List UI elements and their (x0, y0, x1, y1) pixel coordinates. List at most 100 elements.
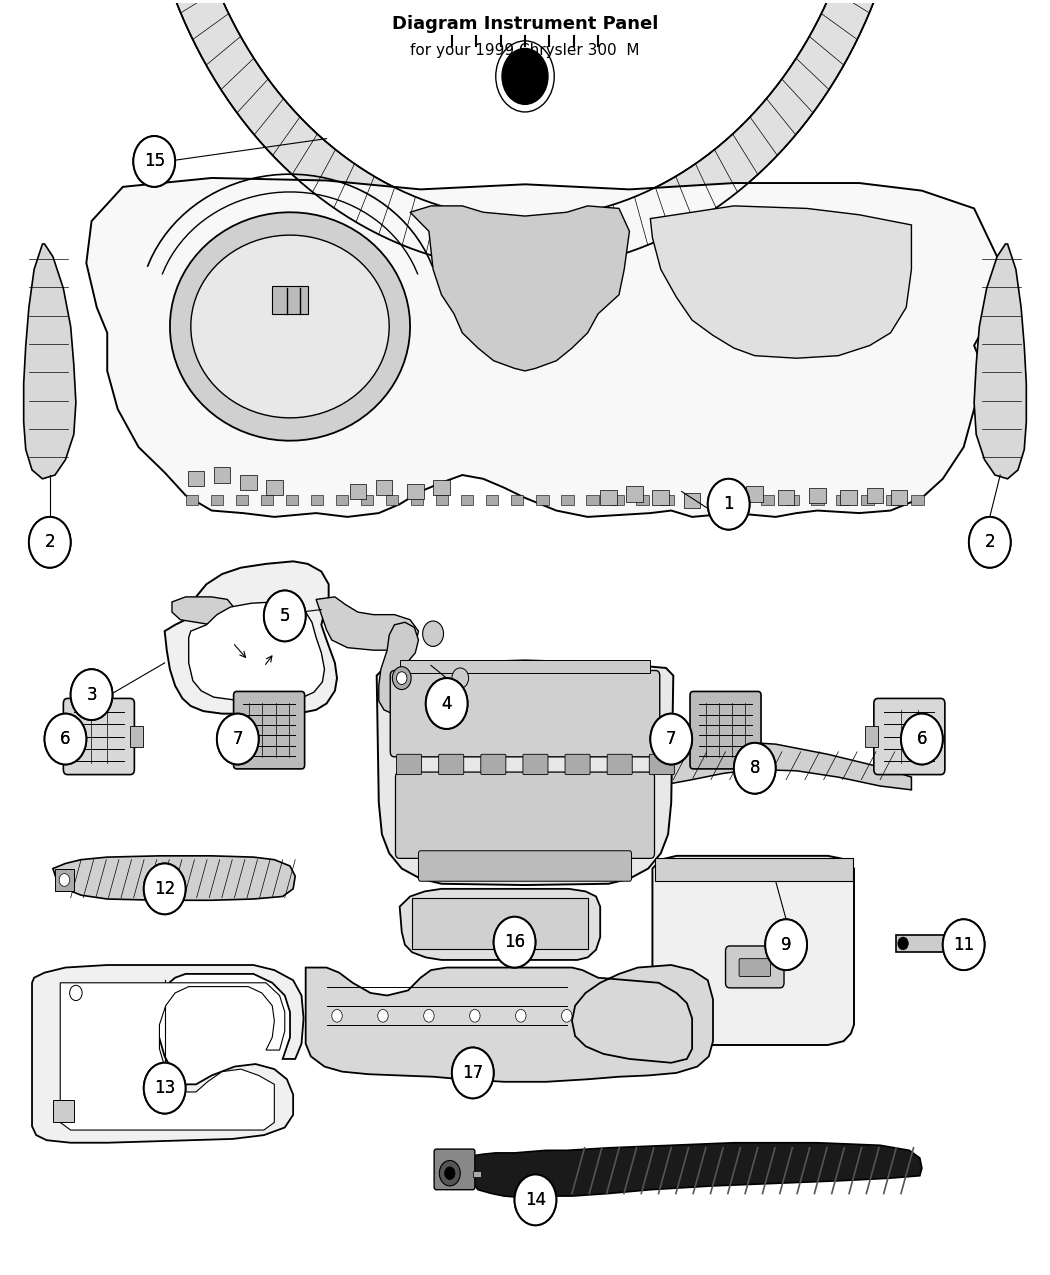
Circle shape (426, 678, 467, 729)
Polygon shape (191, 235, 390, 418)
Circle shape (901, 714, 943, 765)
Circle shape (332, 1010, 342, 1023)
Polygon shape (470, 1142, 922, 1198)
Text: 17: 17 (462, 1063, 483, 1082)
FancyBboxPatch shape (778, 491, 795, 505)
FancyBboxPatch shape (866, 488, 883, 502)
Text: 3: 3 (86, 686, 97, 704)
FancyBboxPatch shape (266, 481, 282, 495)
FancyBboxPatch shape (391, 671, 659, 757)
Circle shape (452, 1048, 494, 1098)
Circle shape (452, 668, 468, 688)
Circle shape (650, 714, 692, 765)
FancyBboxPatch shape (812, 495, 824, 505)
Text: Diagram Instrument Panel: Diagram Instrument Panel (392, 15, 658, 33)
Text: 16: 16 (504, 933, 525, 951)
FancyBboxPatch shape (239, 476, 256, 491)
FancyBboxPatch shape (911, 495, 924, 505)
Polygon shape (24, 244, 76, 479)
FancyBboxPatch shape (439, 755, 464, 775)
Text: 13: 13 (154, 1079, 175, 1098)
Text: 6: 6 (60, 731, 70, 748)
Circle shape (502, 48, 548, 105)
Polygon shape (652, 856, 854, 1046)
Polygon shape (974, 244, 1026, 479)
Text: 15: 15 (144, 153, 165, 171)
FancyBboxPatch shape (461, 495, 474, 505)
FancyBboxPatch shape (407, 484, 424, 499)
Circle shape (946, 937, 957, 950)
Text: 2: 2 (985, 533, 995, 551)
FancyBboxPatch shape (52, 1099, 74, 1122)
Circle shape (943, 919, 985, 970)
Circle shape (133, 136, 175, 187)
Circle shape (144, 1063, 186, 1113)
FancyBboxPatch shape (684, 492, 700, 507)
Circle shape (133, 136, 175, 187)
Polygon shape (172, 597, 234, 625)
Circle shape (144, 863, 186, 914)
FancyBboxPatch shape (611, 495, 624, 505)
FancyBboxPatch shape (654, 858, 853, 881)
Circle shape (29, 516, 70, 567)
FancyBboxPatch shape (396, 773, 654, 858)
FancyBboxPatch shape (840, 491, 857, 505)
FancyBboxPatch shape (761, 495, 774, 505)
Circle shape (144, 1063, 186, 1113)
Polygon shape (306, 965, 713, 1081)
Circle shape (494, 917, 536, 968)
FancyBboxPatch shape (649, 755, 674, 775)
Circle shape (44, 714, 86, 765)
Text: 16: 16 (504, 933, 525, 951)
FancyBboxPatch shape (63, 699, 134, 775)
Text: 6: 6 (60, 731, 70, 748)
Circle shape (765, 919, 807, 970)
FancyBboxPatch shape (652, 491, 669, 505)
FancyBboxPatch shape (896, 935, 959, 952)
Polygon shape (86, 179, 998, 516)
Text: 7: 7 (232, 731, 243, 748)
Circle shape (734, 743, 776, 793)
Circle shape (516, 1010, 526, 1023)
Circle shape (29, 516, 70, 567)
FancyBboxPatch shape (336, 495, 349, 505)
Text: 4: 4 (441, 695, 452, 713)
Text: 13: 13 (154, 1079, 175, 1098)
Text: 17: 17 (462, 1063, 483, 1082)
Text: 2: 2 (985, 533, 995, 551)
Text: 7: 7 (666, 731, 676, 748)
Circle shape (264, 590, 306, 641)
FancyBboxPatch shape (481, 755, 506, 775)
Polygon shape (170, 212, 411, 441)
Circle shape (44, 714, 86, 765)
FancyBboxPatch shape (739, 959, 771, 977)
Circle shape (734, 743, 776, 793)
Circle shape (144, 863, 186, 914)
Circle shape (70, 669, 112, 720)
Text: 1: 1 (723, 495, 734, 514)
FancyBboxPatch shape (472, 1170, 481, 1177)
Circle shape (69, 986, 82, 1001)
Polygon shape (379, 622, 423, 714)
Text: 7: 7 (232, 731, 243, 748)
Text: 14: 14 (525, 1191, 546, 1209)
Circle shape (708, 479, 750, 529)
Circle shape (426, 678, 467, 729)
Circle shape (562, 1010, 572, 1023)
Circle shape (70, 669, 112, 720)
FancyBboxPatch shape (214, 468, 230, 483)
FancyBboxPatch shape (886, 495, 899, 505)
Text: 3: 3 (86, 686, 97, 704)
Circle shape (765, 919, 807, 970)
FancyBboxPatch shape (186, 495, 198, 505)
FancyBboxPatch shape (361, 495, 374, 505)
FancyBboxPatch shape (413, 898, 588, 949)
Circle shape (264, 590, 306, 641)
FancyBboxPatch shape (586, 495, 598, 505)
Text: 4: 4 (441, 695, 452, 713)
FancyBboxPatch shape (536, 495, 548, 505)
Text: 11: 11 (953, 936, 974, 954)
FancyBboxPatch shape (260, 495, 273, 505)
Polygon shape (174, 0, 876, 269)
FancyBboxPatch shape (690, 691, 761, 769)
